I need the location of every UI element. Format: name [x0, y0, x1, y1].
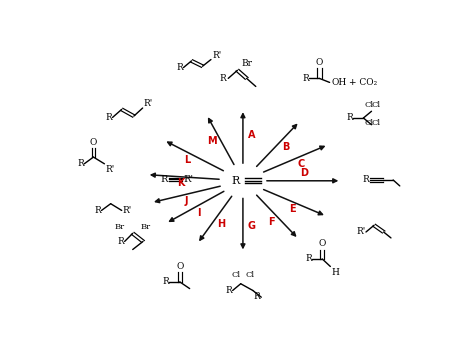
Text: R': R'	[144, 99, 153, 108]
Text: R': R'	[212, 50, 221, 60]
Text: O: O	[319, 239, 326, 248]
Text: R: R	[163, 277, 169, 286]
Text: R': R'	[357, 228, 366, 237]
Text: Cl: Cl	[364, 119, 374, 127]
Text: O: O	[90, 138, 97, 147]
Text: H: H	[218, 219, 226, 229]
Text: R: R	[106, 113, 112, 122]
Text: Cl: Cl	[372, 100, 381, 108]
Text: Br: Br	[115, 223, 125, 231]
Text: R: R	[226, 286, 233, 295]
Text: C: C	[297, 159, 304, 169]
Text: R: R	[77, 159, 84, 168]
Text: Cl: Cl	[364, 100, 374, 108]
Text: + CO₂: + CO₂	[349, 78, 378, 87]
Text: R: R	[305, 254, 312, 264]
Text: R: R	[160, 175, 168, 184]
Text: R: R	[177, 63, 183, 72]
Text: R: R	[219, 74, 227, 83]
Text: G: G	[247, 221, 255, 231]
Text: A: A	[248, 131, 255, 140]
Text: B: B	[282, 142, 289, 152]
Text: R: R	[363, 175, 370, 184]
Text: O: O	[316, 58, 323, 67]
Text: D: D	[301, 168, 309, 178]
Text: R: R	[118, 237, 125, 246]
Text: R: R	[254, 292, 261, 301]
Text: R: R	[346, 113, 353, 122]
Text: Cl: Cl	[372, 119, 381, 127]
Text: Br: Br	[140, 223, 150, 231]
Text: M: M	[207, 136, 217, 146]
Text: K: K	[177, 178, 184, 188]
Text: R: R	[95, 206, 101, 215]
Text: J: J	[185, 196, 189, 206]
Text: L: L	[184, 155, 191, 165]
Text: R: R	[231, 176, 239, 186]
Text: OH: OH	[331, 78, 346, 87]
Text: O: O	[176, 262, 183, 271]
Text: Cl: Cl	[246, 271, 255, 279]
Text: E: E	[289, 204, 295, 214]
Text: R: R	[302, 74, 309, 83]
Text: Cl: Cl	[232, 271, 241, 279]
Text: I: I	[197, 208, 201, 218]
Text: R': R'	[123, 206, 132, 215]
Text: H: H	[331, 267, 339, 276]
Text: R': R'	[183, 175, 193, 184]
Text: F: F	[268, 217, 274, 226]
Text: R': R'	[106, 165, 115, 174]
Text: Br: Br	[241, 59, 252, 68]
